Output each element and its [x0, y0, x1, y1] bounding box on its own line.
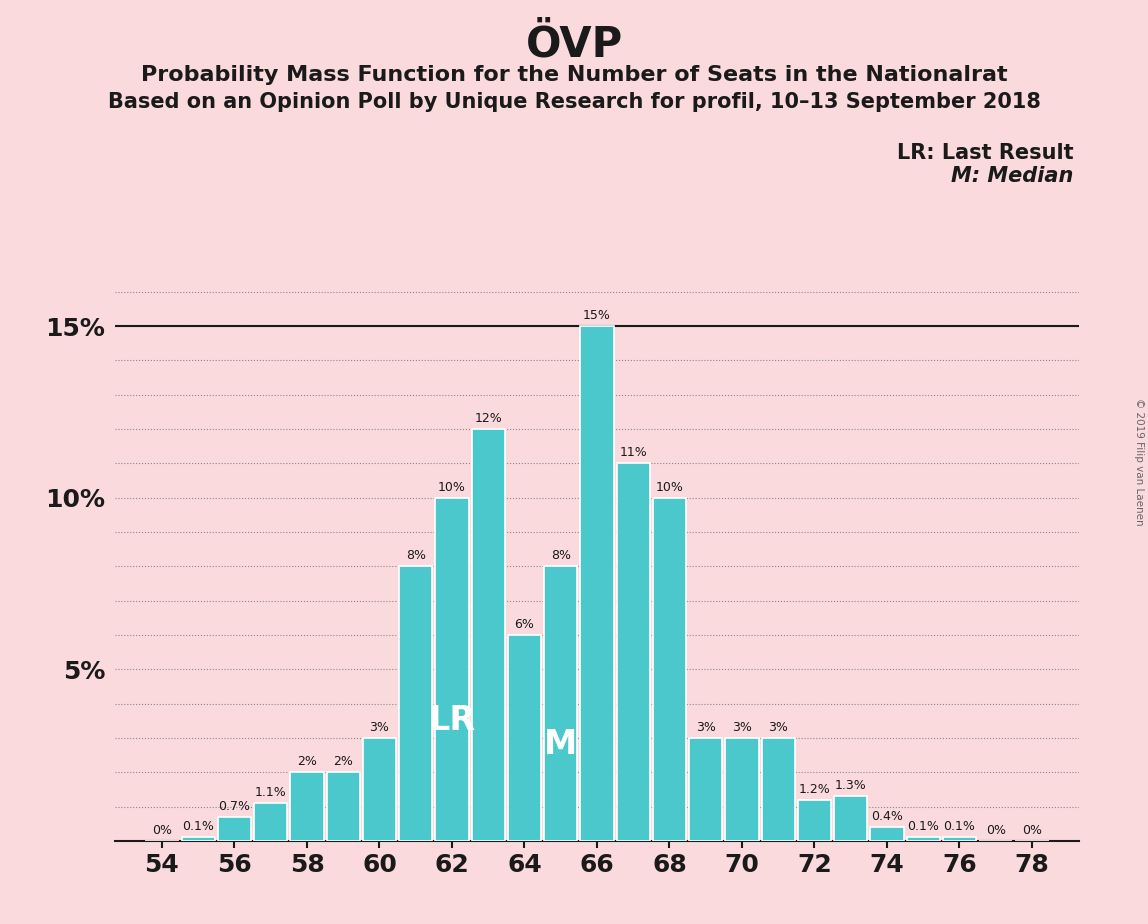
Text: ÖVP: ÖVP	[526, 23, 622, 65]
Text: 1.1%: 1.1%	[255, 786, 287, 799]
Text: Probability Mass Function for the Number of Seats in the Nationalrat: Probability Mass Function for the Number…	[141, 65, 1007, 85]
Bar	[870, 827, 903, 841]
Text: 1.3%: 1.3%	[835, 779, 867, 792]
Text: © 2019 Filip van Laenen: © 2019 Filip van Laenen	[1134, 398, 1143, 526]
Bar	[435, 498, 468, 841]
Text: LR: LR	[428, 704, 475, 737]
Bar	[254, 803, 287, 841]
Bar	[835, 796, 868, 841]
Bar	[400, 566, 433, 841]
Bar	[472, 429, 505, 841]
Text: 0.4%: 0.4%	[871, 810, 903, 823]
Text: 8%: 8%	[405, 549, 426, 562]
Bar	[761, 738, 794, 841]
Text: 2%: 2%	[333, 755, 354, 768]
Text: 2%: 2%	[297, 755, 317, 768]
Bar	[326, 772, 359, 841]
Bar	[616, 463, 650, 841]
Text: 0%: 0%	[1022, 823, 1042, 837]
Bar	[907, 837, 940, 841]
Bar	[653, 498, 687, 841]
Text: 0%: 0%	[986, 823, 1006, 837]
Text: Based on an Opinion Poll by Unique Research for profil, 10–13 September 2018: Based on an Opinion Poll by Unique Resea…	[108, 92, 1040, 113]
Text: 0%: 0%	[152, 823, 172, 837]
Bar	[544, 566, 577, 841]
Bar	[798, 799, 831, 841]
Bar	[726, 738, 759, 841]
Text: 8%: 8%	[551, 549, 571, 562]
Text: LR: Last Result: LR: Last Result	[897, 143, 1073, 164]
Bar	[943, 837, 976, 841]
Text: 10%: 10%	[439, 480, 466, 493]
Text: M: M	[544, 728, 577, 761]
Text: 0.1%: 0.1%	[183, 821, 215, 833]
Text: 0.1%: 0.1%	[944, 821, 976, 833]
Text: 0.7%: 0.7%	[218, 799, 250, 813]
Bar	[580, 326, 614, 841]
Text: 12%: 12%	[474, 412, 502, 425]
Text: 0.1%: 0.1%	[907, 821, 939, 833]
Text: 6%: 6%	[514, 618, 534, 631]
Bar	[363, 738, 396, 841]
Text: 3%: 3%	[370, 721, 389, 734]
Text: M: Median: M: Median	[951, 166, 1073, 187]
Text: 11%: 11%	[619, 446, 647, 459]
Bar	[290, 772, 324, 841]
Bar	[507, 635, 541, 841]
Text: 1.2%: 1.2%	[799, 783, 830, 796]
Text: 3%: 3%	[732, 721, 752, 734]
Bar	[181, 837, 215, 841]
Text: 10%: 10%	[656, 480, 683, 493]
Text: 3%: 3%	[768, 721, 789, 734]
Bar	[218, 817, 251, 841]
Text: 3%: 3%	[696, 721, 715, 734]
Bar	[689, 738, 722, 841]
Text: 15%: 15%	[583, 309, 611, 322]
